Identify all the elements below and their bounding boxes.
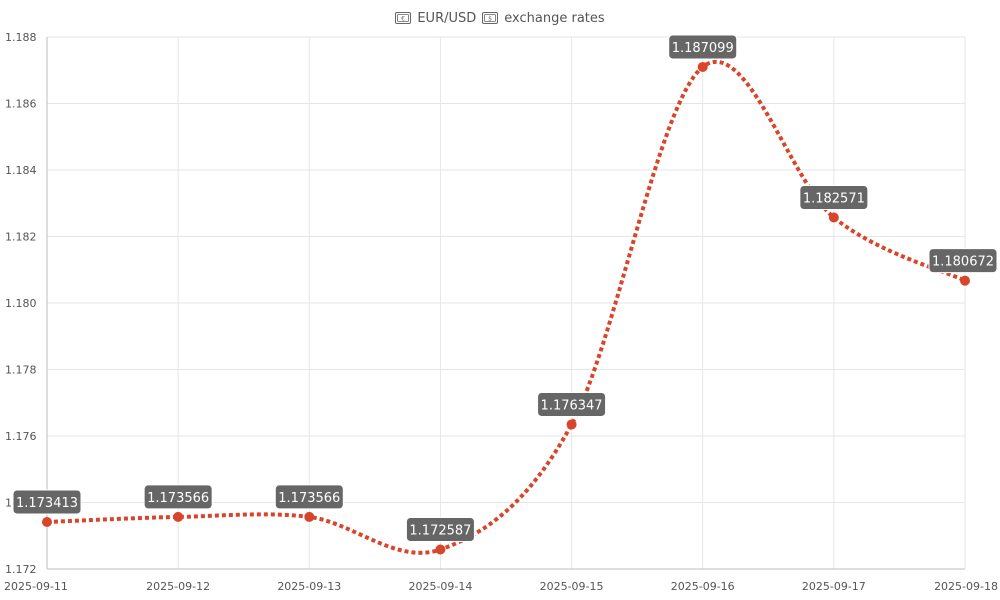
data-label: 1.172587 xyxy=(405,516,475,542)
data-label-box xyxy=(668,34,738,60)
data-point xyxy=(828,212,839,223)
x-tick-label: 2025-09-18 xyxy=(934,580,998,593)
data-label-text: 1.180672 xyxy=(932,255,994,270)
data-label: 1.187099 xyxy=(668,34,738,60)
data-point xyxy=(566,419,577,430)
svg-text:€: € xyxy=(401,16,405,23)
x-tick-label: 2025-09-17 xyxy=(802,580,866,593)
data-point xyxy=(304,511,315,522)
data-label: 1.173566 xyxy=(143,484,213,510)
x-tick-label: 2025-09-15 xyxy=(540,580,604,593)
data-label-box xyxy=(928,248,998,274)
data-label-box xyxy=(12,489,82,515)
svg-text:$: $ xyxy=(488,16,492,23)
data-label-text: 1.173566 xyxy=(278,491,340,506)
data-label-box xyxy=(537,391,607,417)
data-label-text: 1.182571 xyxy=(803,192,865,207)
x-tick-label: 2025-09-14 xyxy=(408,580,472,593)
data-label: 1.173413 xyxy=(12,489,82,515)
data-label-text: 1.176347 xyxy=(541,398,603,413)
y-tick-label: 1.178 xyxy=(5,364,37,377)
chart-title: € EUR/USD $ exchange rates xyxy=(0,8,1000,28)
y-tick-label: 1.186 xyxy=(5,98,37,111)
chart-title-main: EUR/USD xyxy=(417,10,477,26)
y-tick-label: 1.172 xyxy=(5,563,37,576)
data-point xyxy=(435,544,446,555)
x-tick-label: 2025-09-16 xyxy=(671,580,735,593)
series-line xyxy=(46,59,966,555)
chart-title-suffix: exchange rates xyxy=(504,10,605,26)
data-label: 1.182571 xyxy=(799,185,869,211)
y-tick-label: 1.188 xyxy=(5,31,37,44)
data-label-box xyxy=(405,516,475,542)
y-tick-label: 1.180 xyxy=(5,297,37,310)
x-tick-label: 2025-09-11 xyxy=(4,580,68,593)
x-tick-label: 2025-09-12 xyxy=(146,580,210,593)
data-label-text: 1.187099 xyxy=(672,41,734,56)
data-label: 1.176347 xyxy=(537,391,607,417)
y-tick-label: 1.184 xyxy=(5,164,37,177)
data-label-box xyxy=(799,185,869,211)
data-label: 1.173566 xyxy=(274,484,344,510)
data-point xyxy=(173,511,184,522)
x-tick-label: 2025-09-13 xyxy=(277,580,341,593)
data-point xyxy=(960,275,970,286)
data-label-text: 1.173413 xyxy=(16,496,78,511)
y-tick-label: 1.182 xyxy=(5,231,37,244)
money-icon: $ xyxy=(482,12,499,24)
data-point xyxy=(42,517,52,528)
y-tick-label: 1.176 xyxy=(5,430,37,443)
data-label-text: 1.173566 xyxy=(147,491,209,506)
money-icon: € xyxy=(395,12,412,24)
data-label: 1.180672 xyxy=(928,248,998,274)
data-label-box xyxy=(143,484,213,510)
data-label-box xyxy=(274,484,344,510)
data-label-text: 1.172587 xyxy=(409,523,471,538)
data-point xyxy=(697,61,708,72)
